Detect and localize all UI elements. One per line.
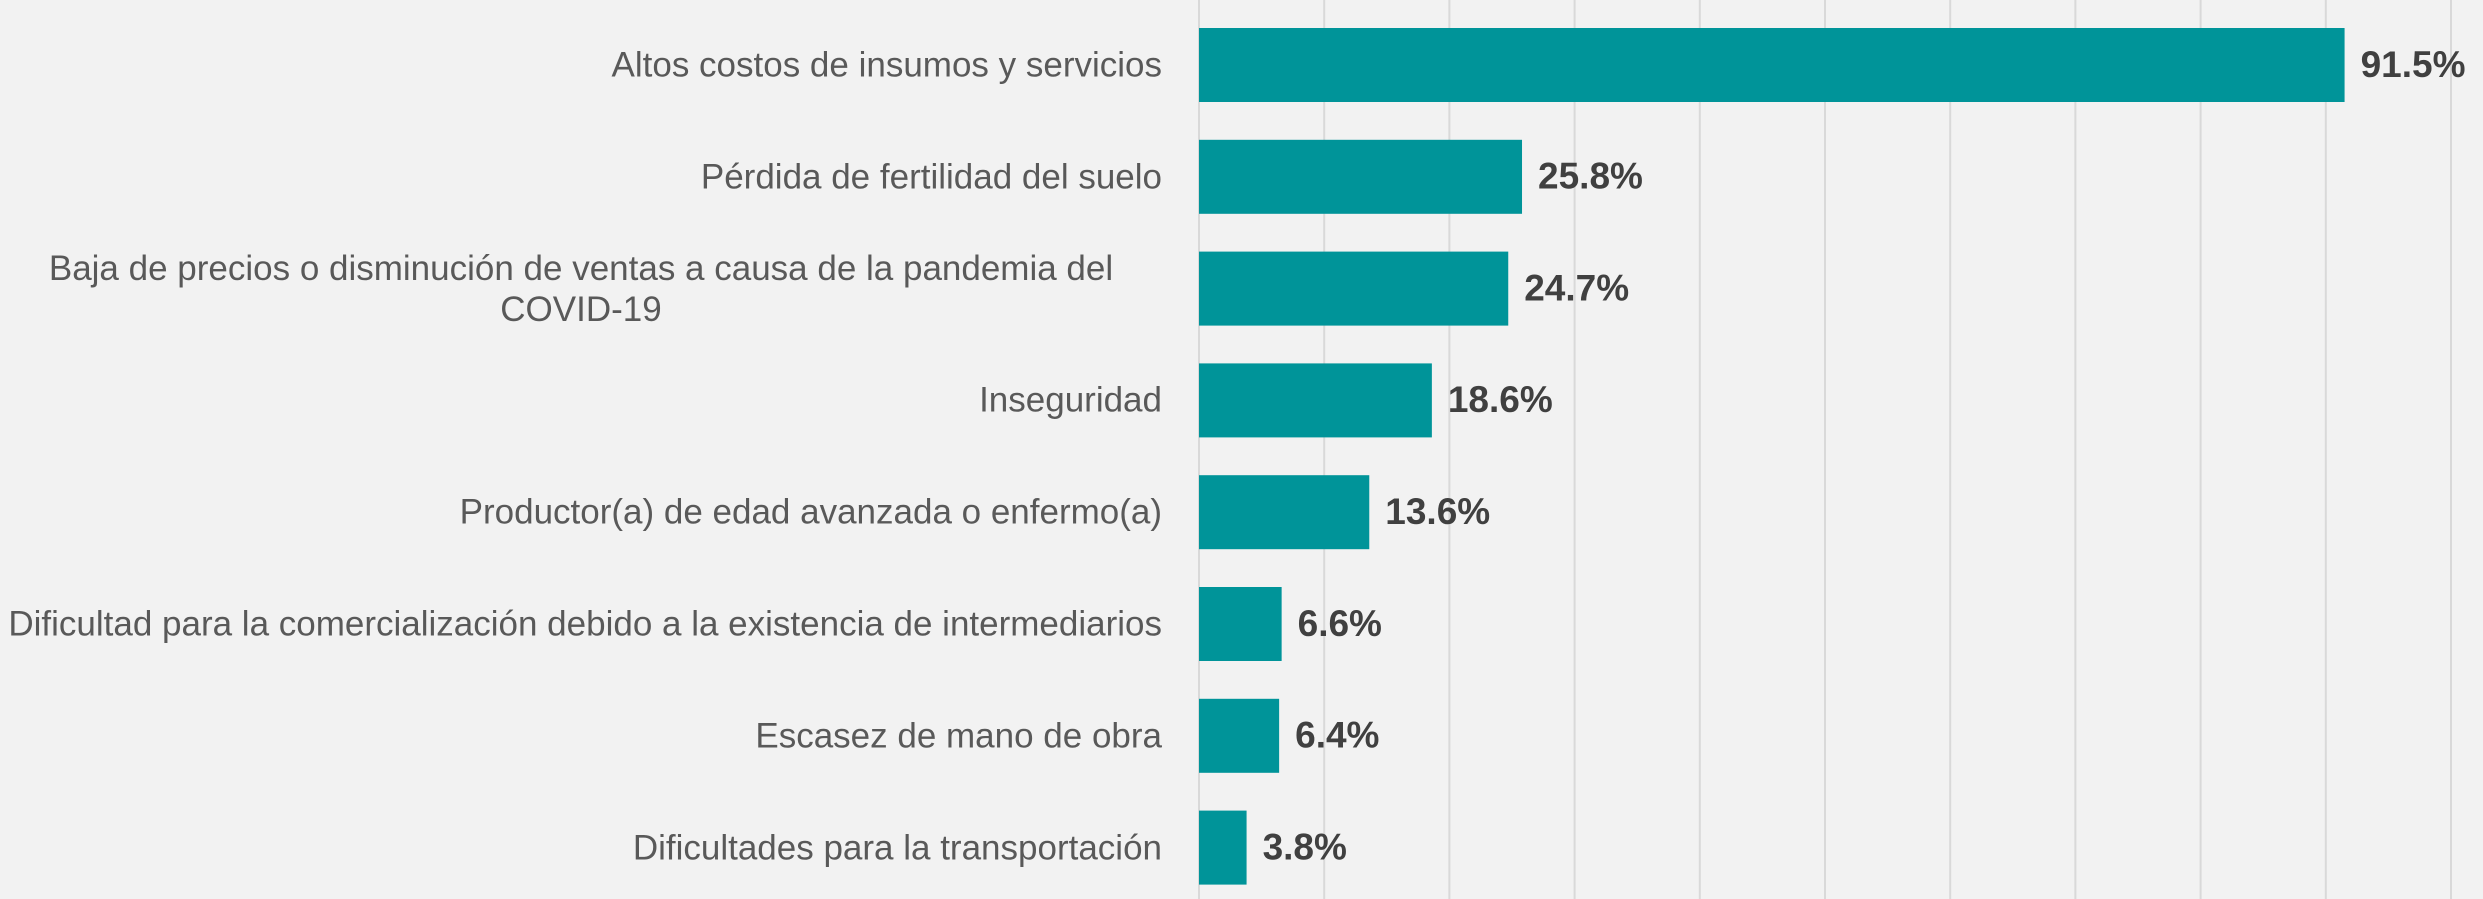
category-label: Pérdida de fertilidad del suelo [700, 157, 1162, 197]
category-label: Escasez de mano de obra [755, 716, 1162, 756]
bar [1199, 363, 1432, 438]
bar [1199, 251, 1509, 326]
value-label: 3.8% [1263, 826, 1347, 867]
value-label: 13.6% [1385, 491, 1490, 532]
bar [1199, 587, 1282, 661]
value-label: 6.4% [1295, 715, 1379, 756]
category-label: Productor(a) de edad avanzada o enfermo(… [459, 492, 1162, 532]
category-label-row: Inseguridad [0, 380, 1162, 421]
bar [1199, 28, 2345, 102]
category-label-row: Altos costos de insumos y servicios [0, 45, 1162, 86]
category-label: Inseguridad [979, 380, 1162, 420]
category-label: Baja de precios o disminución de ventas … [48, 248, 1114, 329]
value-label: 91.5% [2361, 44, 2466, 85]
category-label-row: Productor(a) de edad avanzada o enfermo(… [0, 492, 1162, 533]
bar [1199, 698, 1280, 773]
value-label: 25.8% [1538, 156, 1643, 197]
category-label-row: Dificultad para la comercialización debi… [0, 604, 1162, 645]
category-label-row: Baja de precios o disminución de ventas … [0, 248, 1162, 330]
category-label: Dificultad para la comercialización debi… [8, 604, 1162, 644]
value-label: 18.6% [1448, 379, 1553, 420]
category-label-row: Dificultades para la transportación [0, 827, 1162, 868]
category-label-row: Pérdida de fertilidad del suelo [0, 156, 1162, 197]
category-label: Dificultades para la transportación [632, 828, 1162, 868]
bar [1199, 475, 1370, 550]
bar [1199, 810, 1247, 885]
bar [1199, 139, 1523, 214]
value-label: 6.6% [1298, 603, 1382, 644]
category-label: Altos costos de insumos y servicios [611, 45, 1162, 85]
value-label: 24.7% [1524, 267, 1629, 308]
category-label-row: Escasez de mano de obra [0, 715, 1162, 756]
